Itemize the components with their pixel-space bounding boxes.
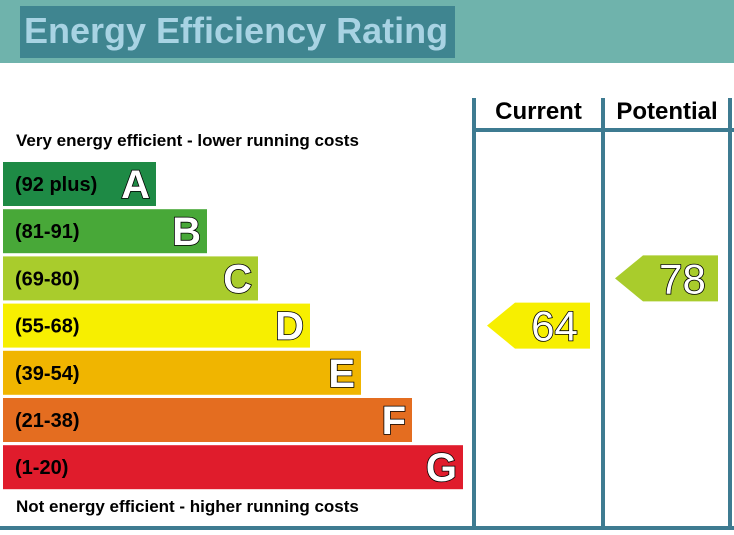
current-rating-arrow-shape bbox=[487, 302, 590, 349]
band-range-label: (92 plus) bbox=[15, 174, 97, 196]
band-bar-d bbox=[3, 303, 310, 348]
band-bar-c bbox=[3, 256, 258, 301]
band-letter: B bbox=[172, 210, 201, 254]
band-g: (1-20) G bbox=[3, 445, 463, 491]
band-c: (69-80) C bbox=[3, 256, 258, 302]
potential-rating-arrow: 78 bbox=[615, 255, 718, 303]
band-bar-e bbox=[3, 350, 361, 395]
band-bar-g bbox=[3, 445, 463, 490]
band-range-label: (69-80) bbox=[15, 268, 79, 290]
band-letter: C bbox=[223, 257, 252, 301]
chart-title: Energy Efficiency Rating bbox=[24, 10, 449, 51]
band-range-label: (55-68) bbox=[15, 316, 79, 338]
band-a: (92 plus) A bbox=[3, 162, 156, 208]
title-box bbox=[20, 6, 455, 58]
chart-frame bbox=[0, 98, 734, 530]
top-note: Very energy efficient - lower running co… bbox=[16, 131, 359, 150]
band-range-label: (1-20) bbox=[15, 457, 68, 479]
band-range-label: (21-38) bbox=[15, 410, 79, 432]
band-d: (55-68) D bbox=[3, 303, 310, 349]
current-rating-arrow-value: 64 bbox=[531, 303, 578, 350]
band-e: (39-54) E bbox=[3, 350, 361, 397]
band-range-label: (39-54) bbox=[15, 363, 79, 385]
current-column-header: Current bbox=[495, 98, 582, 125]
band-bar-a bbox=[3, 162, 156, 206]
band-f: (21-38) F bbox=[3, 398, 412, 444]
band-letter: D bbox=[275, 305, 304, 349]
band-letter: E bbox=[328, 352, 355, 396]
band-letter: F bbox=[382, 399, 406, 443]
potential-column-header: Potential bbox=[616, 98, 718, 125]
potential-rating-arrow-shape bbox=[615, 255, 718, 302]
band-bar-f bbox=[3, 398, 412, 442]
rating-arrows: 64 78 bbox=[487, 255, 718, 350]
bottom-note: Not energy efficient - higher running co… bbox=[16, 497, 359, 516]
potential-rating-arrow-value: 78 bbox=[659, 255, 706, 302]
band-letter: A bbox=[121, 163, 150, 207]
band-bar-b bbox=[3, 209, 207, 254]
rating-bands: (92 plus) A(81-91) B(69-80) C(55-68) D(39-54… bbox=[3, 162, 463, 491]
band-letter: G bbox=[426, 446, 457, 490]
band-range-label: (81-91) bbox=[15, 221, 79, 243]
current-rating-arrow: 64 bbox=[487, 302, 590, 350]
band-b: (81-91) B bbox=[3, 209, 207, 255]
